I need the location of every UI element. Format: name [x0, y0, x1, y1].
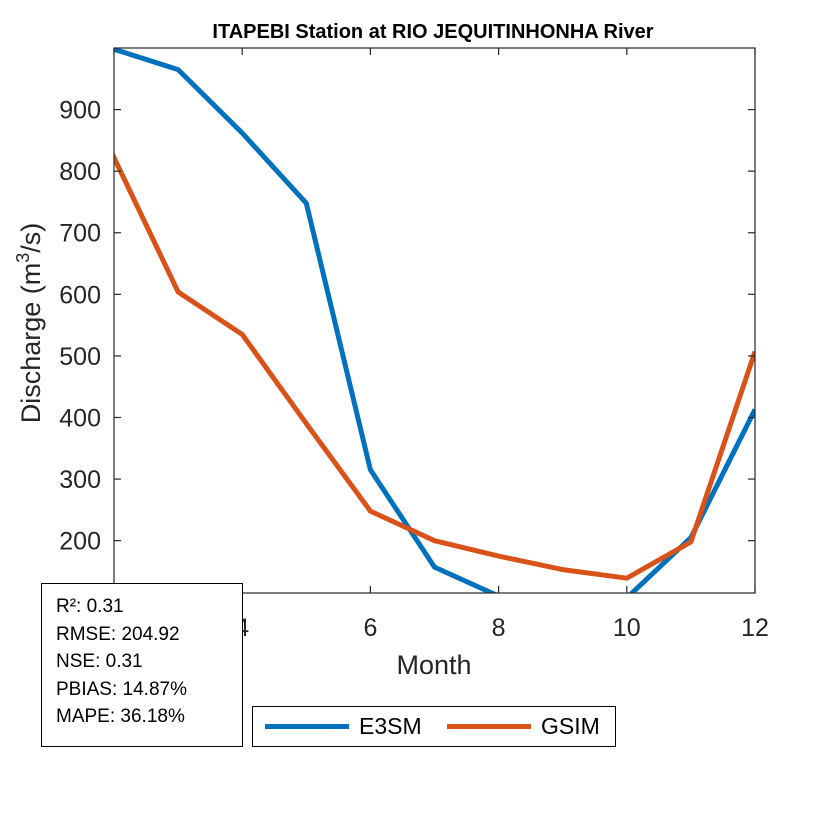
- legend: E3SM GSIM: [252, 706, 616, 747]
- legend-label-gsim: GSIM: [541, 712, 600, 739]
- legend-label-e3sm: E3SM: [359, 712, 422, 739]
- y-tick-label: 600: [59, 281, 101, 309]
- y-axis-label: Discharge (m3/s): [13, 223, 46, 424]
- y-tick-label: 900: [59, 97, 101, 125]
- rmse-metric: RMSE: 204.92: [56, 623, 180, 645]
- y-tick-label: 400: [59, 404, 101, 432]
- legend-item-gsim: GSIM: [447, 707, 600, 745]
- y-tick-label: 300: [59, 466, 101, 494]
- mape-metric: MAPE: 36.18%: [56, 706, 185, 728]
- x-tick-label: 8: [492, 614, 506, 642]
- chart-title: ITAPEBI Station at RIO JEQUITINHONHA Riv…: [212, 21, 653, 43]
- y-tick-label: 800: [59, 158, 101, 186]
- x-tick-label: 6: [363, 614, 377, 642]
- r2-metric: R²: 0.31: [56, 596, 124, 617]
- legend-swatch-e3sm: [265, 723, 349, 729]
- nse-metric: NSE: 0.31: [56, 651, 143, 673]
- series-line-gsim: [114, 151, 755, 581]
- x-tick-label: 10: [613, 614, 641, 642]
- y-axis-label-main: Discharge (m: [16, 263, 46, 424]
- y-axis-label-tail: /s): [16, 223, 46, 253]
- metrics-box: R²: 0.31 RMSE: 204.92 NSE: 0.31 PBIAS: 1…: [41, 583, 243, 747]
- plot-frame: [113, 47, 756, 594]
- y-tick-label: 700: [59, 220, 101, 248]
- pbias-metric: PBIAS: 14.87%: [56, 678, 187, 700]
- x-axis-label: Month: [396, 650, 471, 680]
- y-tick-label: 200: [59, 528, 101, 556]
- legend-item-e3sm: E3SM: [265, 707, 422, 745]
- series-line-e3sm: [114, 48, 755, 593]
- y-tick-label: 500: [59, 343, 101, 371]
- y-axis-label-superscript: 3: [13, 253, 33, 263]
- legend-swatch-gsim: [447, 723, 531, 729]
- x-tick-label: 12: [741, 614, 769, 642]
